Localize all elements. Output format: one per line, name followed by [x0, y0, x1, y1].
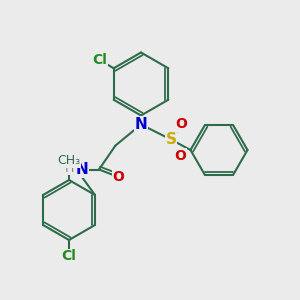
Text: O: O — [112, 170, 124, 184]
Text: H: H — [64, 161, 74, 175]
Text: O: O — [176, 118, 188, 131]
Text: N: N — [76, 162, 88, 177]
Text: O: O — [174, 149, 186, 163]
Text: Cl: Cl — [92, 53, 107, 67]
Text: N: N — [135, 117, 147, 132]
Text: CH₃: CH₃ — [57, 154, 81, 167]
Text: Cl: Cl — [61, 250, 76, 263]
Text: S: S — [166, 132, 176, 147]
